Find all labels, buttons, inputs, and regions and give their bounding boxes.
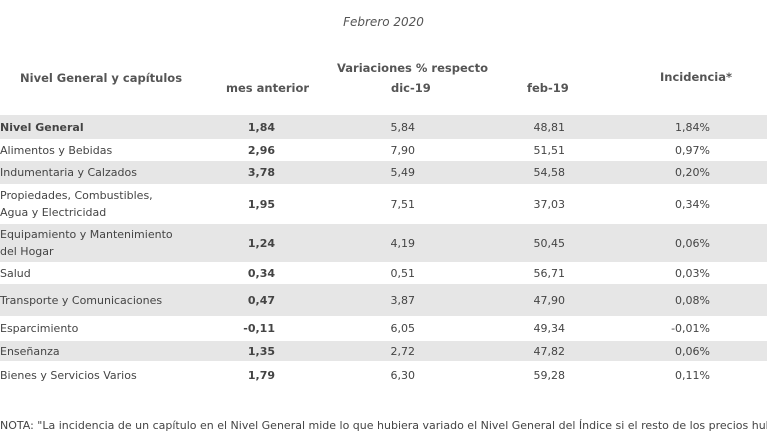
header-variaciones: Variaciones % respecto (337, 61, 488, 75)
row-name: Bienes y Servicios Varios (0, 368, 137, 382)
row-name: Equipamiento y Mantenimiento del Hogar (0, 228, 173, 258)
row-name: Nivel General (0, 120, 84, 134)
row-dic: 4,19 (390, 236, 416, 250)
row-incidencia: 0,11% (675, 368, 710, 382)
table-row: Indumentaria y Calzados 3,78 5,49 54,58 … (0, 161, 767, 184)
table-row: Bienes y Servicios Varios 1,79 6,30 59,2… (0, 361, 767, 389)
row-mes-anterior: 1,79 (247, 368, 275, 382)
row-feb: 59,28 (533, 368, 566, 382)
row-feb: 51,51 (533, 143, 566, 157)
row-feb: 37,03 (533, 197, 566, 211)
row-dic: 3,87 (390, 293, 416, 307)
row-incidencia: 0,97% (675, 143, 710, 157)
row-incidencia: -0,01% (671, 322, 710, 335)
row-feb: 49,34 (533, 322, 566, 335)
row-name: Alimentos y Bebidas (0, 143, 113, 157)
footnote: NOTA: "La incidencia de un capítulo en e… (0, 419, 767, 432)
row-mes-anterior: -0,11 (243, 322, 275, 335)
row-mes-anterior: 1,24 (247, 236, 275, 250)
row-feb: 48,81 (533, 120, 566, 134)
row-mes-anterior: 1,95 (247, 197, 275, 211)
row-incidencia: 0,08% (675, 293, 710, 307)
table-header: Nivel General y capítulos Variaciones % … (0, 0, 767, 110)
row-incidencia: 0,20% (675, 166, 710, 179)
row-mes-anterior: 3,78 (247, 166, 275, 179)
period-title: Febrero 2020 (343, 15, 424, 29)
header-mes-anterior: mes anterior (226, 81, 310, 95)
row-feb: 47,90 (533, 293, 566, 307)
row-dic: 7,90 (390, 143, 416, 157)
row-name: Indumentaria y Calzados (0, 166, 137, 179)
row-dic: 5,49 (390, 166, 416, 179)
row-name: Enseñanza (0, 344, 60, 358)
row-mes-anterior: 0,47 (247, 293, 275, 307)
row-mes-anterior: 1,84 (247, 120, 275, 134)
row-incidencia: 0,34% (675, 197, 710, 211)
header-dic: dic-19 (391, 81, 431, 95)
row-feb: 56,71 (533, 266, 566, 280)
table-row: Transporte y Comunicaciones 0,47 3,87 47… (0, 284, 767, 316)
row-name: Propiedades, Combustibles, Agua y Electr… (0, 189, 153, 219)
table-row: Nivel General 1,84 5,84 48,81 1,84% (0, 115, 767, 139)
row-dic: 5,84 (390, 120, 416, 134)
row-feb: 47,82 (533, 344, 566, 358)
row-mes-anterior: 1,35 (247, 344, 275, 358)
row-dic: 6,05 (390, 322, 416, 335)
row-dic: 7,51 (390, 197, 416, 211)
table-row: Enseñanza 1,35 2,72 47,82 0,06% (0, 341, 767, 361)
table-row: Esparcimiento -0,11 6,05 49,34 -0,01% (0, 316, 767, 341)
row-incidencia: 0,06% (675, 344, 710, 358)
header-incidencia: Incidencia* (660, 70, 732, 84)
row-incidencia: 0,06% (675, 236, 710, 250)
row-incidencia: 1,84% (675, 120, 710, 134)
table-row: Equipamiento y Mantenimiento del Hogar 1… (0, 224, 767, 262)
header-feb: feb-19 (527, 81, 569, 95)
row-name: Salud (0, 266, 31, 280)
header-nivel-general: Nivel General y capítulos (20, 71, 183, 85)
row-name: Transporte y Comunicaciones (0, 293, 163, 307)
row-mes-anterior: 0,34 (247, 266, 275, 280)
row-feb: 50,45 (533, 236, 566, 250)
row-incidencia: 0,03% (675, 266, 710, 280)
row-dic: 0,51 (390, 266, 416, 280)
row-feb: 54,58 (533, 166, 566, 179)
row-dic: 6,30 (390, 368, 416, 382)
row-mes-anterior: 2,96 (247, 143, 275, 157)
row-name: Esparcimiento (0, 322, 79, 335)
table-row: Propiedades, Combustibles, Agua y Electr… (0, 184, 767, 224)
table-row: Alimentos y Bebidas 2,96 7,90 51,51 0,97… (0, 139, 767, 161)
row-dic: 2,72 (390, 344, 416, 358)
table-row: Salud 0,34 0,51 56,71 0,03% (0, 262, 767, 284)
